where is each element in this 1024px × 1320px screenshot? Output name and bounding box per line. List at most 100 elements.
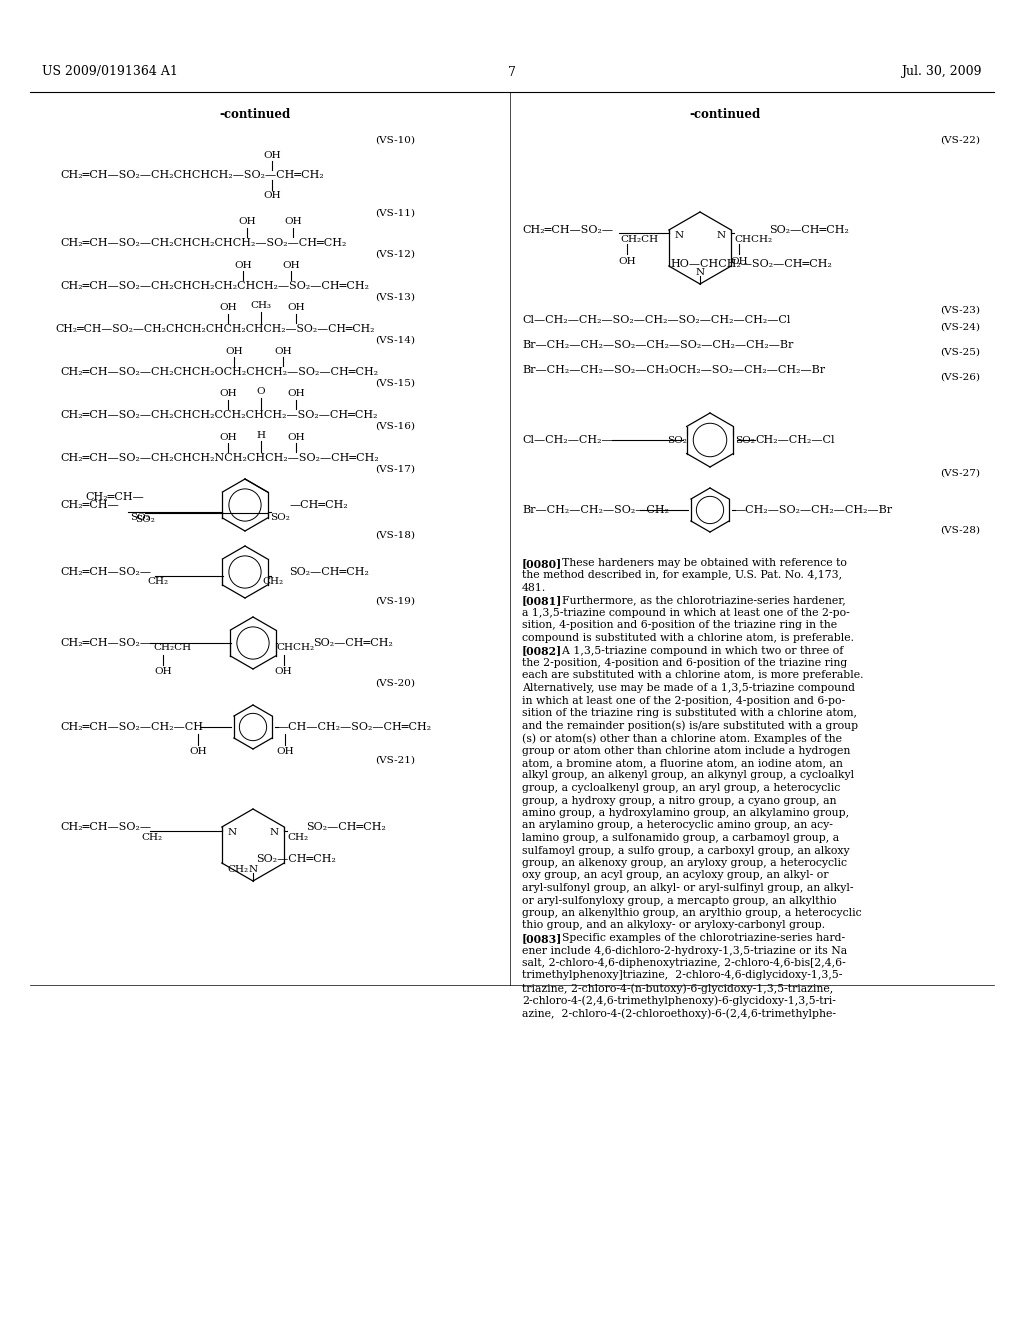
Text: (VS-27): (VS-27) [940, 469, 980, 478]
Text: CH₂: CH₂ [147, 578, 169, 586]
Text: OH: OH [285, 218, 302, 227]
Text: SO₂: SO₂ [135, 515, 155, 524]
Text: CH₂═CH—SO₂—: CH₂═CH—SO₂— [60, 568, 151, 577]
Text: lamino group, a sulfonamido group, a carbamoyl group, a: lamino group, a sulfonamido group, a car… [522, 833, 839, 843]
Text: N: N [695, 268, 705, 277]
Text: OH: OH [287, 304, 305, 313]
Text: trimethylphenoxy]triazine,  2-chloro-4,6-diglycidoxy-1,3,5-: trimethylphenoxy]triazine, 2-chloro-4,6-… [522, 970, 843, 981]
Text: CH₂═CH—: CH₂═CH— [85, 492, 143, 502]
Text: (VS-23): (VS-23) [940, 305, 980, 314]
Text: Cl—CH₂—CH₂—SO₂—CH₂—SO₂—CH₂—CH₂—Cl: Cl—CH₂—CH₂—SO₂—CH₂—SO₂—CH₂—CH₂—Cl [522, 315, 791, 325]
Text: CH₂═CH—SO₂—: CH₂═CH—SO₂— [522, 224, 613, 235]
Text: HO—CHCH₂—SO₂—CH═CH₂: HO—CHCH₂—SO₂—CH═CH₂ [670, 259, 831, 269]
Text: (VS-20): (VS-20) [375, 678, 415, 688]
Text: alkyl group, an alkenyl group, an alkynyl group, a cycloalkyl: alkyl group, an alkenyl group, an alkyny… [522, 771, 854, 780]
Text: group, a hydroxy group, a nitro group, a cyano group, an: group, a hydroxy group, a nitro group, a… [522, 796, 837, 805]
Text: CH₂═CH—: CH₂═CH— [60, 500, 119, 510]
Text: Br—CH₂—CH₂—SO₂—CH₂—SO₂—CH₂—CH₂—Br: Br—CH₂—CH₂—SO₂—CH₂—SO₂—CH₂—CH₂—Br [522, 341, 794, 350]
Text: CH₂: CH₂ [262, 578, 284, 586]
Text: group or atom other than chlorine atom include a hydrogen: group or atom other than chlorine atom i… [522, 746, 850, 755]
Text: (VS-25): (VS-25) [940, 347, 980, 356]
Text: each are substituted with a chlorine atom, is more preferable.: each are substituted with a chlorine ato… [522, 671, 863, 681]
Text: CH₃: CH₃ [251, 301, 271, 310]
Text: OH: OH [155, 668, 172, 676]
Text: (VS-15): (VS-15) [375, 379, 415, 388]
Text: ener include 4,6-dichloro-2-hydroxy-1,3,5-triazine or its Na: ener include 4,6-dichloro-2-hydroxy-1,3,… [522, 945, 847, 956]
Text: [0083]: [0083] [522, 933, 562, 944]
Text: OH: OH [219, 304, 237, 313]
Text: (VS-19): (VS-19) [375, 597, 415, 606]
Text: the method described in, for example, U.S. Pat. No. 4,173,: the method described in, for example, U.… [522, 570, 842, 581]
Text: CH₂═CH—SO₂—CH₂CHCH₂NCH₂CHCH₂—SO₂—CH═CH₂: CH₂═CH—SO₂—CH₂CHCH₂NCH₂CHCH₂—SO₂—CH═CH₂ [60, 453, 379, 463]
Text: group, an alkenylthio group, an arylthio group, a heterocyclic: group, an alkenylthio group, an arylthio… [522, 908, 861, 917]
Text: CH₂: CH₂ [227, 866, 248, 874]
Text: (VS-14): (VS-14) [375, 335, 415, 345]
Text: 481.: 481. [522, 583, 546, 593]
Text: —CH₂—SO₂—CH₂—CH₂—Br: —CH₂—SO₂—CH₂—CH₂—Br [735, 506, 893, 515]
Text: SO₂: SO₂ [130, 513, 150, 523]
Text: SO₂—CH═CH₂: SO₂—CH═CH₂ [256, 854, 336, 865]
Text: group, an alkenoxy group, an aryloxy group, a heterocyclic: group, an alkenoxy group, an aryloxy gro… [522, 858, 847, 869]
Text: OH: OH [263, 150, 281, 160]
Text: (VS-16): (VS-16) [375, 421, 415, 430]
Text: OH: OH [239, 218, 256, 227]
Text: aryl-sulfonyl group, an alkyl- or aryl-sulfinyl group, an alkyl-: aryl-sulfonyl group, an alkyl- or aryl-s… [522, 883, 853, 894]
Text: CH₂═CH—SO₂—: CH₂═CH—SO₂— [60, 822, 151, 832]
Text: an arylamino group, a heterocyclic amino group, an acy-: an arylamino group, a heterocyclic amino… [522, 821, 833, 830]
Text: CH₂CH: CH₂CH [620, 235, 658, 243]
Text: (VS-17): (VS-17) [375, 465, 415, 474]
Text: SO₂: SO₂ [735, 436, 756, 445]
Text: N: N [249, 865, 258, 874]
Text: (VS-10): (VS-10) [375, 136, 415, 144]
Text: (VS-11): (VS-11) [375, 209, 415, 218]
Text: Alternatively, use may be made of a 1,3,5-triazine compound: Alternatively, use may be made of a 1,3,… [522, 682, 855, 693]
Text: OH: OH [730, 256, 748, 265]
Text: OH: OH [225, 346, 243, 355]
Text: (s) or atom(s) other than a chlorine atom. Examples of the: (s) or atom(s) other than a chlorine ato… [522, 733, 842, 743]
Text: SO₂—CH═CH₂: SO₂—CH═CH₂ [306, 822, 386, 832]
Text: [0080]: [0080] [522, 558, 562, 569]
Text: azine,  2-chloro-4-(2-chloroethoxy)-6-(2,4,6-trimethylphe-: azine, 2-chloro-4-(2-chloroethoxy)-6-(2,… [522, 1008, 836, 1019]
Text: OH: OH [234, 260, 252, 269]
Text: SO₂: SO₂ [667, 436, 686, 445]
Text: OH: OH [287, 389, 305, 399]
Text: the 2-position, 4-position and 6-position of the triazine ring: the 2-position, 4-position and 6-positio… [522, 657, 847, 668]
Text: CH₂—CH₂—Cl: CH₂—CH₂—Cl [756, 436, 835, 445]
Text: OH: OH [274, 346, 292, 355]
Text: OH: OH [618, 256, 636, 265]
Text: group, a cycloalkenyl group, an aryl group, a heterocyclic: group, a cycloalkenyl group, an aryl gro… [522, 783, 841, 793]
Text: atom, a bromine atom, a fluorine atom, an iodine atom, an: atom, a bromine atom, a fluorine atom, a… [522, 758, 843, 768]
Text: A 1,3,5-triazine compound in which two or three of: A 1,3,5-triazine compound in which two o… [555, 645, 844, 656]
Text: (VS-13): (VS-13) [375, 293, 415, 301]
Text: CHCH₂: CHCH₂ [734, 235, 772, 243]
Text: [0081]: [0081] [522, 595, 562, 606]
Text: CHCH₂: CHCH₂ [276, 644, 314, 652]
Text: CH₂═CH—SO₂—CH₂CHCH₂CH₂CHCH₂—SO₂—CH═CH₂: CH₂═CH—SO₂—CH₂CHCH₂CH₂CHCH₂—SO₂—CH═CH₂ [60, 281, 369, 290]
Text: OH: OH [276, 747, 294, 756]
Text: OH: OH [283, 260, 300, 269]
Text: sition, 4-position and 6-position of the triazine ring in the: sition, 4-position and 6-position of the… [522, 620, 838, 631]
Text: N: N [717, 231, 726, 240]
Text: CH₂: CH₂ [141, 833, 163, 842]
Text: (VS-24): (VS-24) [940, 322, 980, 331]
Text: or aryl-sulfonyloxy group, a mercapto group, an alkylthio: or aryl-sulfonyloxy group, a mercapto gr… [522, 895, 837, 906]
Text: (VS-21): (VS-21) [375, 755, 415, 764]
Text: OH: OH [189, 747, 207, 756]
Text: CH₂═CH—SO₂—CH₂CHCH₂CHCH₂CHCH₂—SO₂—CH═CH₂: CH₂═CH—SO₂—CH₂CHCH₂CHCH₂CHCH₂—SO₂—CH═CH₂ [55, 323, 375, 334]
Text: Br—CH₂—CH₂—SO₂—CH₂OCH₂—SO₂—CH₂—CH₂—Br: Br—CH₂—CH₂—SO₂—CH₂OCH₂—SO₂—CH₂—CH₂—Br [522, 366, 825, 375]
Text: —CH═CH₂: —CH═CH₂ [290, 500, 348, 510]
Text: (VS-28): (VS-28) [940, 525, 980, 535]
Text: and the remainder position(s) is/are substituted with a group: and the remainder position(s) is/are sub… [522, 721, 858, 731]
Text: thio group, and an alkyloxy- or aryloxy-carbonyl group.: thio group, and an alkyloxy- or aryloxy-… [522, 920, 825, 931]
Text: SO₂—CH═CH₂: SO₂—CH═CH₂ [769, 224, 849, 235]
Text: CH₂CH: CH₂CH [153, 644, 191, 652]
Text: -continued: -continued [689, 108, 761, 121]
Text: (VS-22): (VS-22) [940, 136, 980, 144]
Text: Cl—CH₂—CH₂—: Cl—CH₂—CH₂— [522, 436, 612, 445]
Text: Furthermore, as the chlorotriazine-series hardener,: Furthermore, as the chlorotriazine-serie… [555, 595, 846, 606]
Text: SO₂—CH═CH₂: SO₂—CH═CH₂ [290, 568, 370, 577]
Text: N: N [674, 231, 683, 240]
Text: in which at least one of the 2-position, 4-position and 6-po-: in which at least one of the 2-position,… [522, 696, 845, 705]
Text: CH₂═CH—SO₂—CH₂CHCH₂CHCH₂—SO₂—CH═CH₂: CH₂═CH—SO₂—CH₂CHCH₂CHCH₂—SO₂—CH═CH₂ [60, 238, 346, 248]
Text: salt, 2-chloro-4,6-diphenoxytriazine, 2-chloro-4,6-bis[2,4,6-: salt, 2-chloro-4,6-diphenoxytriazine, 2-… [522, 958, 846, 968]
